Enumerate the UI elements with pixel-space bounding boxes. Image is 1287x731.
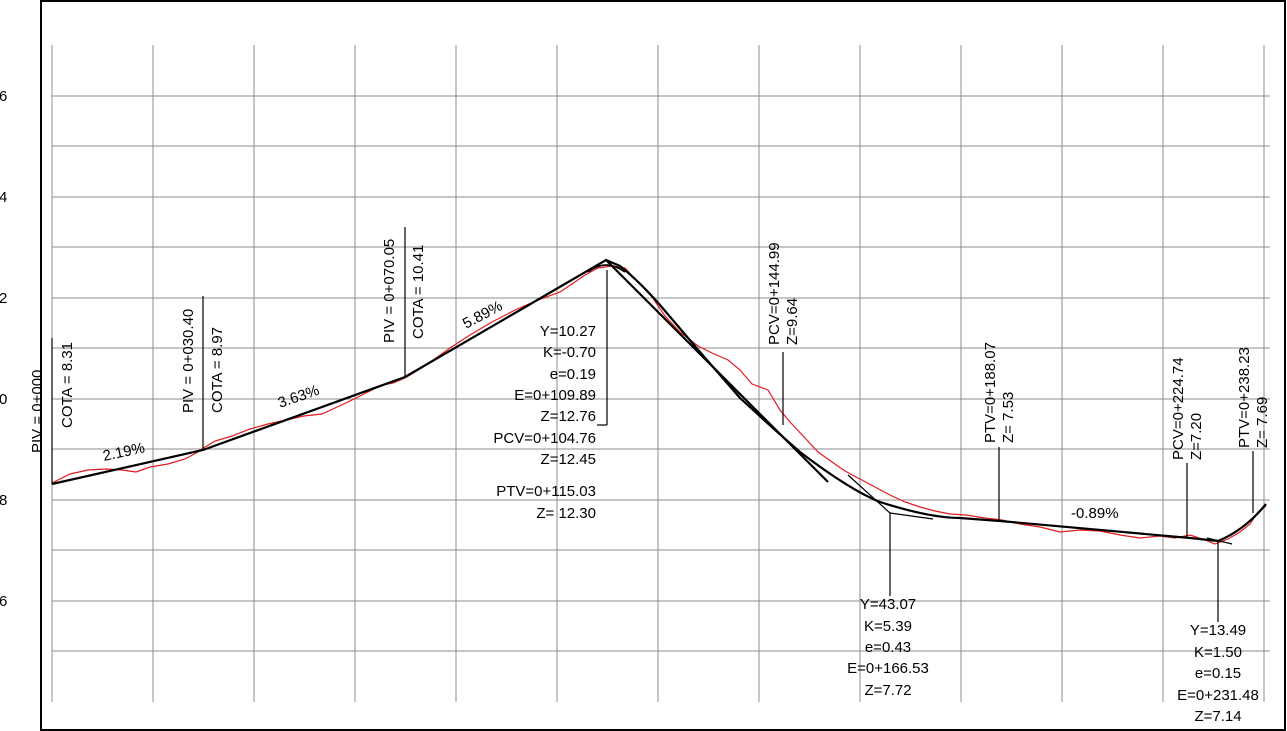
curve-data-line: Z=7.14 xyxy=(1194,708,1241,725)
curve-data-line: e=0.19 xyxy=(550,366,596,383)
y-tick-label: 6 xyxy=(0,593,7,610)
design-grade-line xyxy=(605,258,1267,543)
curve-data-line: Y=10.27 xyxy=(540,323,596,340)
terrain-line xyxy=(51,265,1267,545)
piv-elevation-label: COTA = 10.41 xyxy=(410,245,427,339)
piv-station-label: PIV = 0+000 xyxy=(29,370,46,453)
crest-curve-data: Y=10.27 K=-0.70 e=0.19 E=0+109.89 Z=12.7… xyxy=(493,323,596,522)
piv-elevation-label: COTA = 8.97 xyxy=(209,327,226,413)
y-tick-label: 4 xyxy=(0,189,7,206)
vertical-point-station: PTV=0+238.23 xyxy=(1236,347,1253,448)
y-tick-label: 0 xyxy=(0,391,7,408)
design-grade-line xyxy=(51,258,829,486)
piv-station-label: PIV = 0+070.05 xyxy=(381,239,398,343)
y-tick-label: 2 xyxy=(0,290,7,307)
curve-data-line: e=0.43 xyxy=(865,639,911,656)
curve-data-line: Z=7.72 xyxy=(864,682,911,699)
vertical-point-elevation: Z=7.20 xyxy=(1188,413,1205,460)
curve-data-line: K=1.50 xyxy=(1194,644,1242,661)
piv-station-label: PIV = 0+030.40 xyxy=(180,309,197,413)
curve-data-line: K=5.39 xyxy=(864,618,912,635)
curve-data-line: Z=12.76 xyxy=(541,408,596,425)
curve-data-line: E=0+166.53 xyxy=(847,660,929,677)
vertical-point-station: PCV=0+144.99 xyxy=(766,242,783,345)
design-grade-line xyxy=(587,264,626,273)
vertical-point-elevation: Z=9.64 xyxy=(784,298,801,345)
grade-label: -0.89% xyxy=(1071,505,1119,522)
curve-data-line: Y=13.49 xyxy=(1190,622,1246,639)
sag-curve-1-data: Y=43.07 K=5.39 e=0.43 E=0+166.53 Z=7.72 xyxy=(847,596,929,699)
curve-leader xyxy=(889,512,934,520)
vertical-point-station: PTV=0+188.07 xyxy=(982,342,999,443)
grid xyxy=(51,45,1270,702)
curve-data-line: PCV=0+104.76 xyxy=(493,430,596,447)
piv-label-group: PIV = 0+000 COTA = 8.31 PIV = 0+030.40 C… xyxy=(29,239,427,453)
sag-curve-2-data: Y=13.49 K=1.50 e=0.15 E=0+231.48 Z=7.14 xyxy=(1177,622,1259,725)
grade-label: 3.63% xyxy=(276,382,322,412)
curve-data-line: E=0+109.89 xyxy=(514,387,596,404)
curve-data-line: E=0+231.48 xyxy=(1177,687,1259,704)
curve-leader xyxy=(847,474,891,514)
vertical-point-elevation: Z= 7.69 xyxy=(1254,397,1271,448)
piv-elevation-label: COTA = 8.31 xyxy=(59,342,76,428)
curve-data-line: PTV=0+115.03 xyxy=(496,483,596,500)
drawing-frame xyxy=(40,0,1286,731)
curve-data-line: Z=12.45 xyxy=(541,451,596,468)
vertical-point-labels: PCV=0+144.99 Z=9.64 PTV=0+188.07 Z= 7.53… xyxy=(766,242,1271,460)
vertical-point-elevation: Z= 7.53 xyxy=(1000,392,1017,443)
curve-data-line: K=-0.70 xyxy=(543,344,596,361)
curve-leader xyxy=(1206,537,1233,545)
curve-data-line: Y=43.07 xyxy=(860,596,916,613)
y-tick-label: 6 xyxy=(0,88,7,105)
grade-label: 2.19% xyxy=(101,439,146,464)
curve-data-line: Z= 12.30 xyxy=(536,505,596,522)
curve-data-line: e=0.15 xyxy=(1195,665,1241,682)
vertical-point-station: PCV=0+224.74 xyxy=(1170,357,1187,460)
y-tick-label: 8 xyxy=(0,492,7,509)
